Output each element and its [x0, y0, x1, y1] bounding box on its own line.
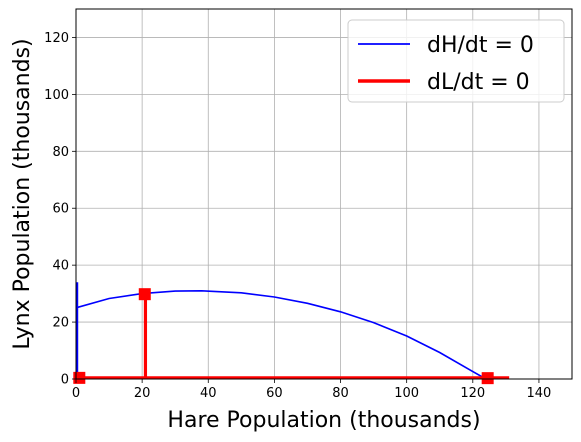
series-line-dh	[75, 289, 487, 380]
x-axis-label: Hare Population (thousands)	[167, 408, 480, 433]
x-tick-label: 40	[200, 386, 217, 401]
y-axis-label: Lynx Population (thousands)	[10, 38, 35, 349]
series-marker-dl	[138, 288, 151, 301]
chart-series	[73, 282, 510, 385]
series-marker-dl	[481, 372, 494, 385]
axis-ticks: 0 20 40 60 80 100 120 140 0 20 40 60 80 100 120	[44, 31, 551, 401]
x-tick-label: 0	[72, 386, 80, 401]
x-tick-label: 120	[460, 386, 485, 401]
y-tick-label: 20	[52, 316, 69, 331]
x-tick-label: 140	[527, 386, 552, 401]
y-tick-label: 100	[44, 88, 69, 103]
legend: dH/dt = 0 dL/dt = 0	[347, 19, 565, 103]
y-tick-label: 0	[61, 373, 69, 388]
x-tick-label: 100	[394, 386, 419, 401]
x-tick-label: 60	[266, 386, 283, 401]
x-tick-label: 80	[332, 386, 349, 401]
series-marker-dl	[73, 371, 86, 384]
y-tick-label: 120	[44, 31, 69, 46]
y-tick-label: 40	[52, 259, 69, 274]
legend-label-dh: dH/dt = 0	[427, 33, 534, 58]
y-tick-label: 60	[52, 202, 69, 217]
legend-label-dl: dL/dt = 0	[427, 70, 530, 95]
y-tick-label: 80	[52, 145, 69, 160]
plot-frame	[75, 8, 573, 380]
x-tick-label: 20	[134, 386, 151, 401]
